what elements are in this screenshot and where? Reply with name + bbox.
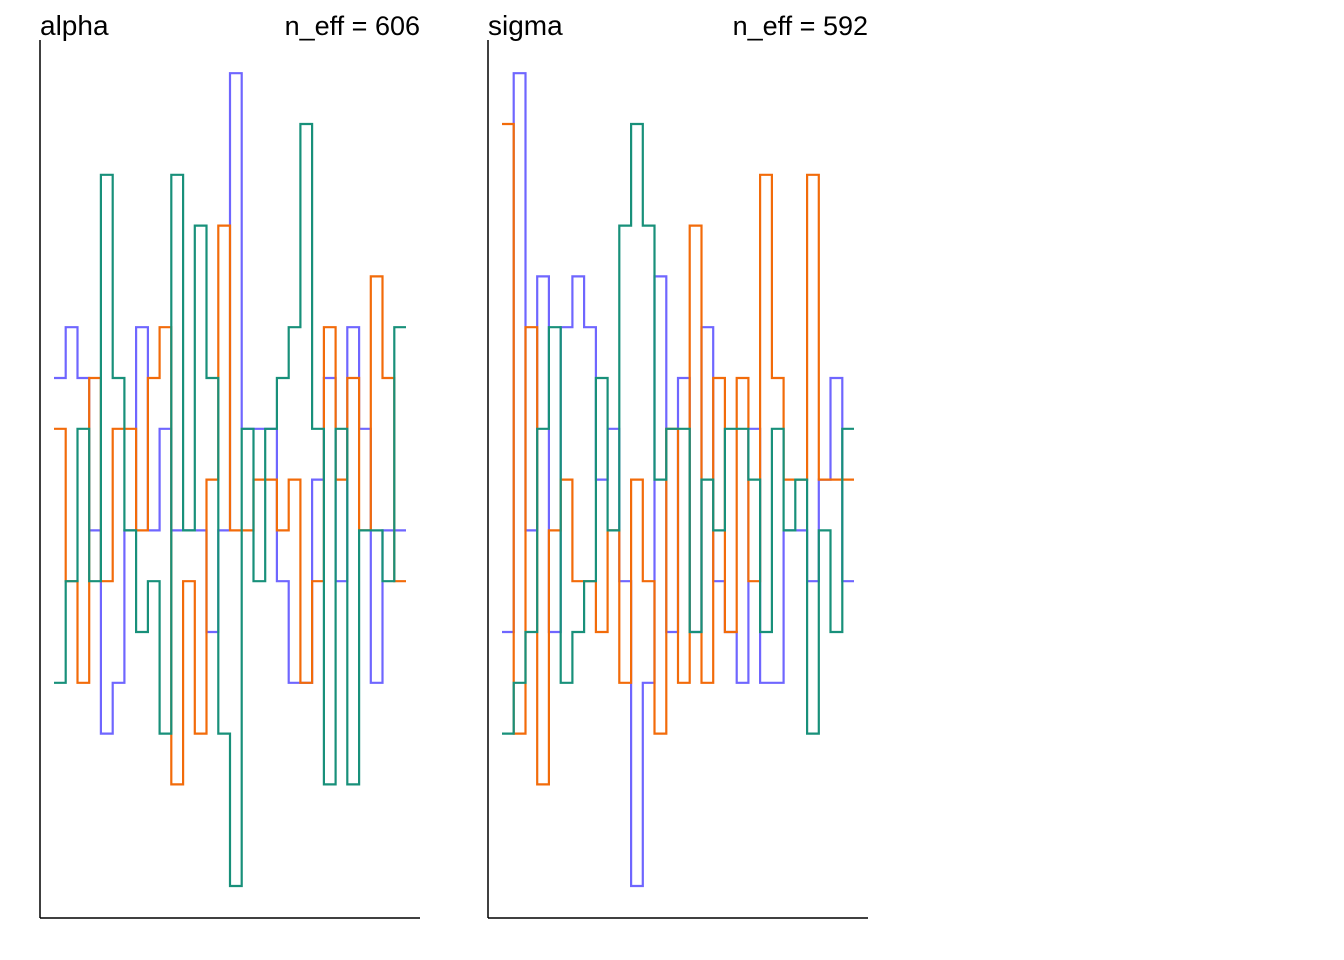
series-3-step-line: [502, 122, 854, 735]
panel-alpha: alpha n_eff = 606: [39, 10, 420, 919]
panel-title: sigma: [488, 10, 563, 41]
series-3-step-line: [54, 122, 406, 888]
n-eff-label: n_eff = 592: [733, 11, 868, 41]
panel-title: alpha: [40, 10, 109, 41]
series-2-step-line: [54, 224, 406, 786]
series-2-step-line: [502, 122, 854, 786]
n-eff-label: n_eff = 606: [285, 11, 420, 41]
panel-sigma: sigma n_eff = 592: [487, 10, 868, 919]
